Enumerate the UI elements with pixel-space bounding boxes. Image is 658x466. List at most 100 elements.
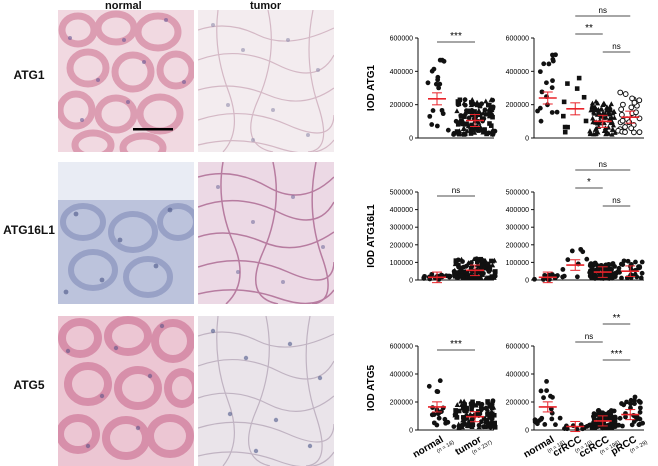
data-point xyxy=(592,131,598,137)
data-point xyxy=(458,402,465,408)
data-point xyxy=(560,274,566,280)
data-point xyxy=(453,408,458,413)
data-point xyxy=(609,119,615,125)
data-point xyxy=(554,109,560,115)
data-point xyxy=(453,260,459,266)
significance-label: ns xyxy=(612,196,620,205)
row-label-atg16l1: ATG16L1 xyxy=(3,223,55,237)
data-point xyxy=(431,412,437,417)
data-point xyxy=(632,394,638,400)
data-point xyxy=(481,264,487,269)
data-point xyxy=(607,416,613,421)
data-point xyxy=(490,104,496,110)
y-tick-label: 0 xyxy=(525,278,529,285)
data-point xyxy=(460,130,466,136)
y-tick-label: 100000 xyxy=(506,260,529,267)
data-point xyxy=(468,412,474,418)
micrograph-atg1-tumor xyxy=(198,10,334,152)
data-point xyxy=(465,423,470,429)
data-point xyxy=(437,378,443,384)
data-point xyxy=(472,109,477,114)
data-point xyxy=(616,422,622,428)
data-point xyxy=(637,409,643,415)
data-point xyxy=(591,261,597,267)
data-point xyxy=(633,109,639,116)
data-point xyxy=(475,263,481,269)
data-point xyxy=(469,423,475,429)
data-point xyxy=(468,274,474,280)
data-point xyxy=(600,410,606,416)
data-point xyxy=(485,412,490,417)
data-point xyxy=(593,412,599,418)
data-point xyxy=(639,270,645,276)
data-point xyxy=(628,104,635,111)
data-point xyxy=(609,114,615,120)
data-point xyxy=(462,97,468,103)
y-tick-label: 200000 xyxy=(390,102,413,109)
data-point xyxy=(490,97,496,103)
micrograph-atg16l1-normal xyxy=(58,162,194,304)
data-point xyxy=(622,91,629,97)
data-point xyxy=(469,96,475,102)
data-point xyxy=(439,107,445,113)
data-point xyxy=(565,257,571,263)
data-point xyxy=(593,98,599,104)
data-point xyxy=(612,414,618,420)
data-point xyxy=(471,129,478,135)
data-point xyxy=(475,259,480,265)
data-point xyxy=(459,120,464,126)
data-point xyxy=(490,274,496,280)
row-label-atg1: ATG1 xyxy=(13,68,45,82)
data-point xyxy=(615,269,621,275)
y-tick-label: 300000 xyxy=(506,225,529,232)
data-point xyxy=(430,108,436,113)
data-point xyxy=(464,121,470,127)
data-point xyxy=(466,115,472,121)
data-point xyxy=(601,128,608,133)
data-point xyxy=(437,81,443,87)
data-point xyxy=(544,378,549,384)
data-point xyxy=(478,419,484,425)
data-point xyxy=(476,401,481,406)
data-point xyxy=(565,81,570,86)
data-point xyxy=(606,111,613,117)
data-point xyxy=(429,271,435,277)
data-point xyxy=(611,109,617,114)
micrograph-atg1-normal xyxy=(58,10,194,152)
data-point xyxy=(481,423,488,429)
data-point xyxy=(638,275,644,281)
data-point xyxy=(458,273,463,278)
data-point xyxy=(464,128,470,133)
significance-label: *** xyxy=(450,339,462,350)
data-point xyxy=(619,401,624,406)
data-point xyxy=(592,421,598,426)
data-point xyxy=(484,419,489,425)
data-point xyxy=(458,398,464,404)
data-point xyxy=(490,129,496,135)
data-point xyxy=(458,256,465,262)
y-tick-label: 0 xyxy=(409,278,413,285)
significance-label: ns xyxy=(599,6,607,15)
data-point xyxy=(482,107,488,113)
data-point xyxy=(617,415,623,421)
data-point xyxy=(602,111,608,116)
data-point xyxy=(639,259,645,265)
data-point xyxy=(562,124,568,130)
data-point xyxy=(445,127,451,133)
data-point xyxy=(489,405,495,411)
data-point xyxy=(606,131,612,136)
data-point xyxy=(479,407,484,412)
data-point xyxy=(538,118,544,124)
data-point xyxy=(461,125,467,131)
column-header-normal: normal xyxy=(105,0,142,12)
significance-label: ns xyxy=(612,42,620,51)
data-point xyxy=(631,129,637,136)
data-point xyxy=(592,107,598,113)
data-point xyxy=(464,406,469,412)
data-point xyxy=(633,259,638,265)
data-point xyxy=(560,267,566,272)
data-point xyxy=(610,122,617,128)
data-point xyxy=(457,118,463,123)
data-point xyxy=(431,66,437,72)
data-point xyxy=(483,274,489,280)
